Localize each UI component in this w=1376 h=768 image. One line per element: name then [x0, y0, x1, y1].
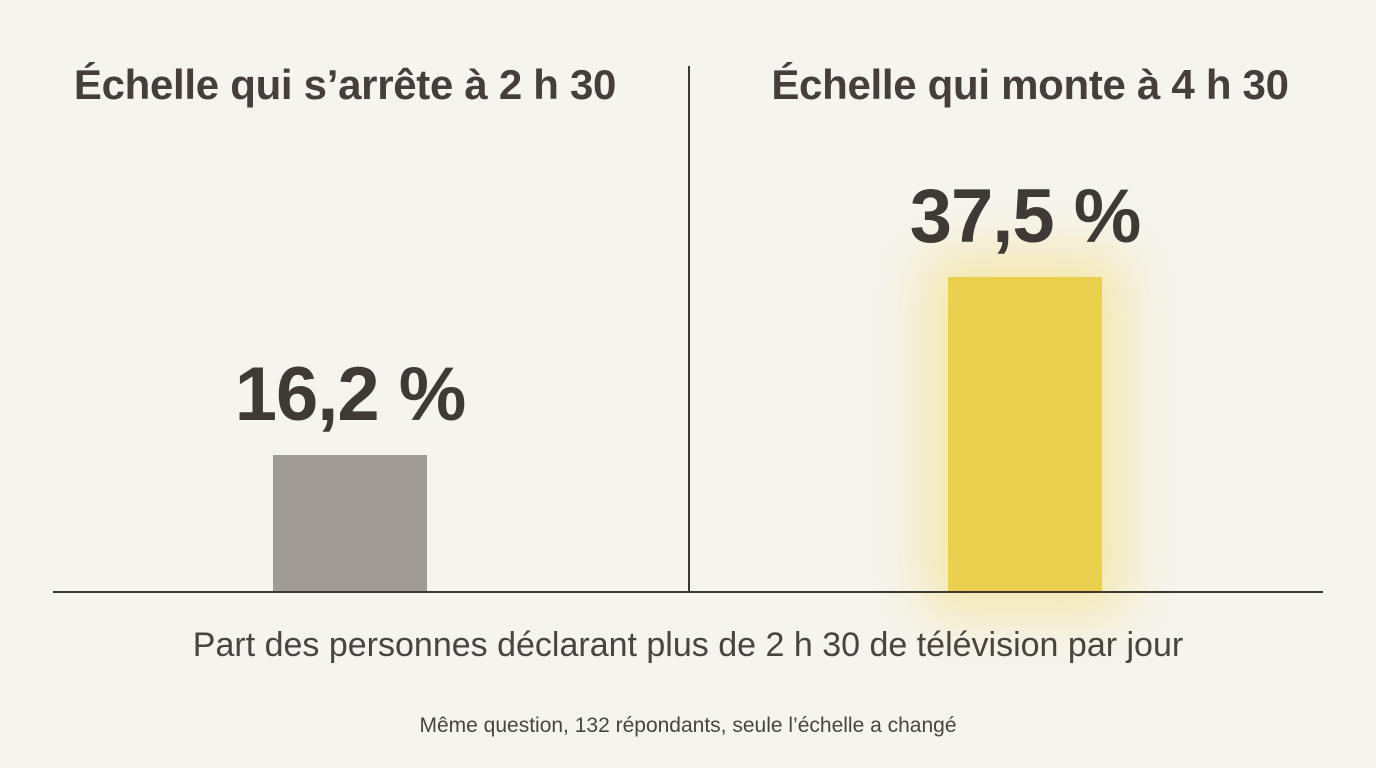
panel-divider: [688, 66, 690, 591]
right-bar: [948, 277, 1102, 591]
chart-footnote: Même question, 132 répondants, seule l’é…: [419, 714, 957, 737]
left-bar: [273, 455, 427, 591]
left-bar-value-label: 16,2 %: [234, 352, 467, 438]
left-panel-title: Échelle qui s’arrête à 2 h 30: [73, 61, 617, 108]
right-panel-title: Échelle qui monte à 4 h 30: [771, 61, 1289, 108]
right-bar-value-label: 37,5 %: [909, 174, 1142, 259]
chart-baseline: [53, 591, 1323, 593]
x-axis-caption: Part des personnes déclarant plus de 2 h…: [192, 626, 1184, 664]
